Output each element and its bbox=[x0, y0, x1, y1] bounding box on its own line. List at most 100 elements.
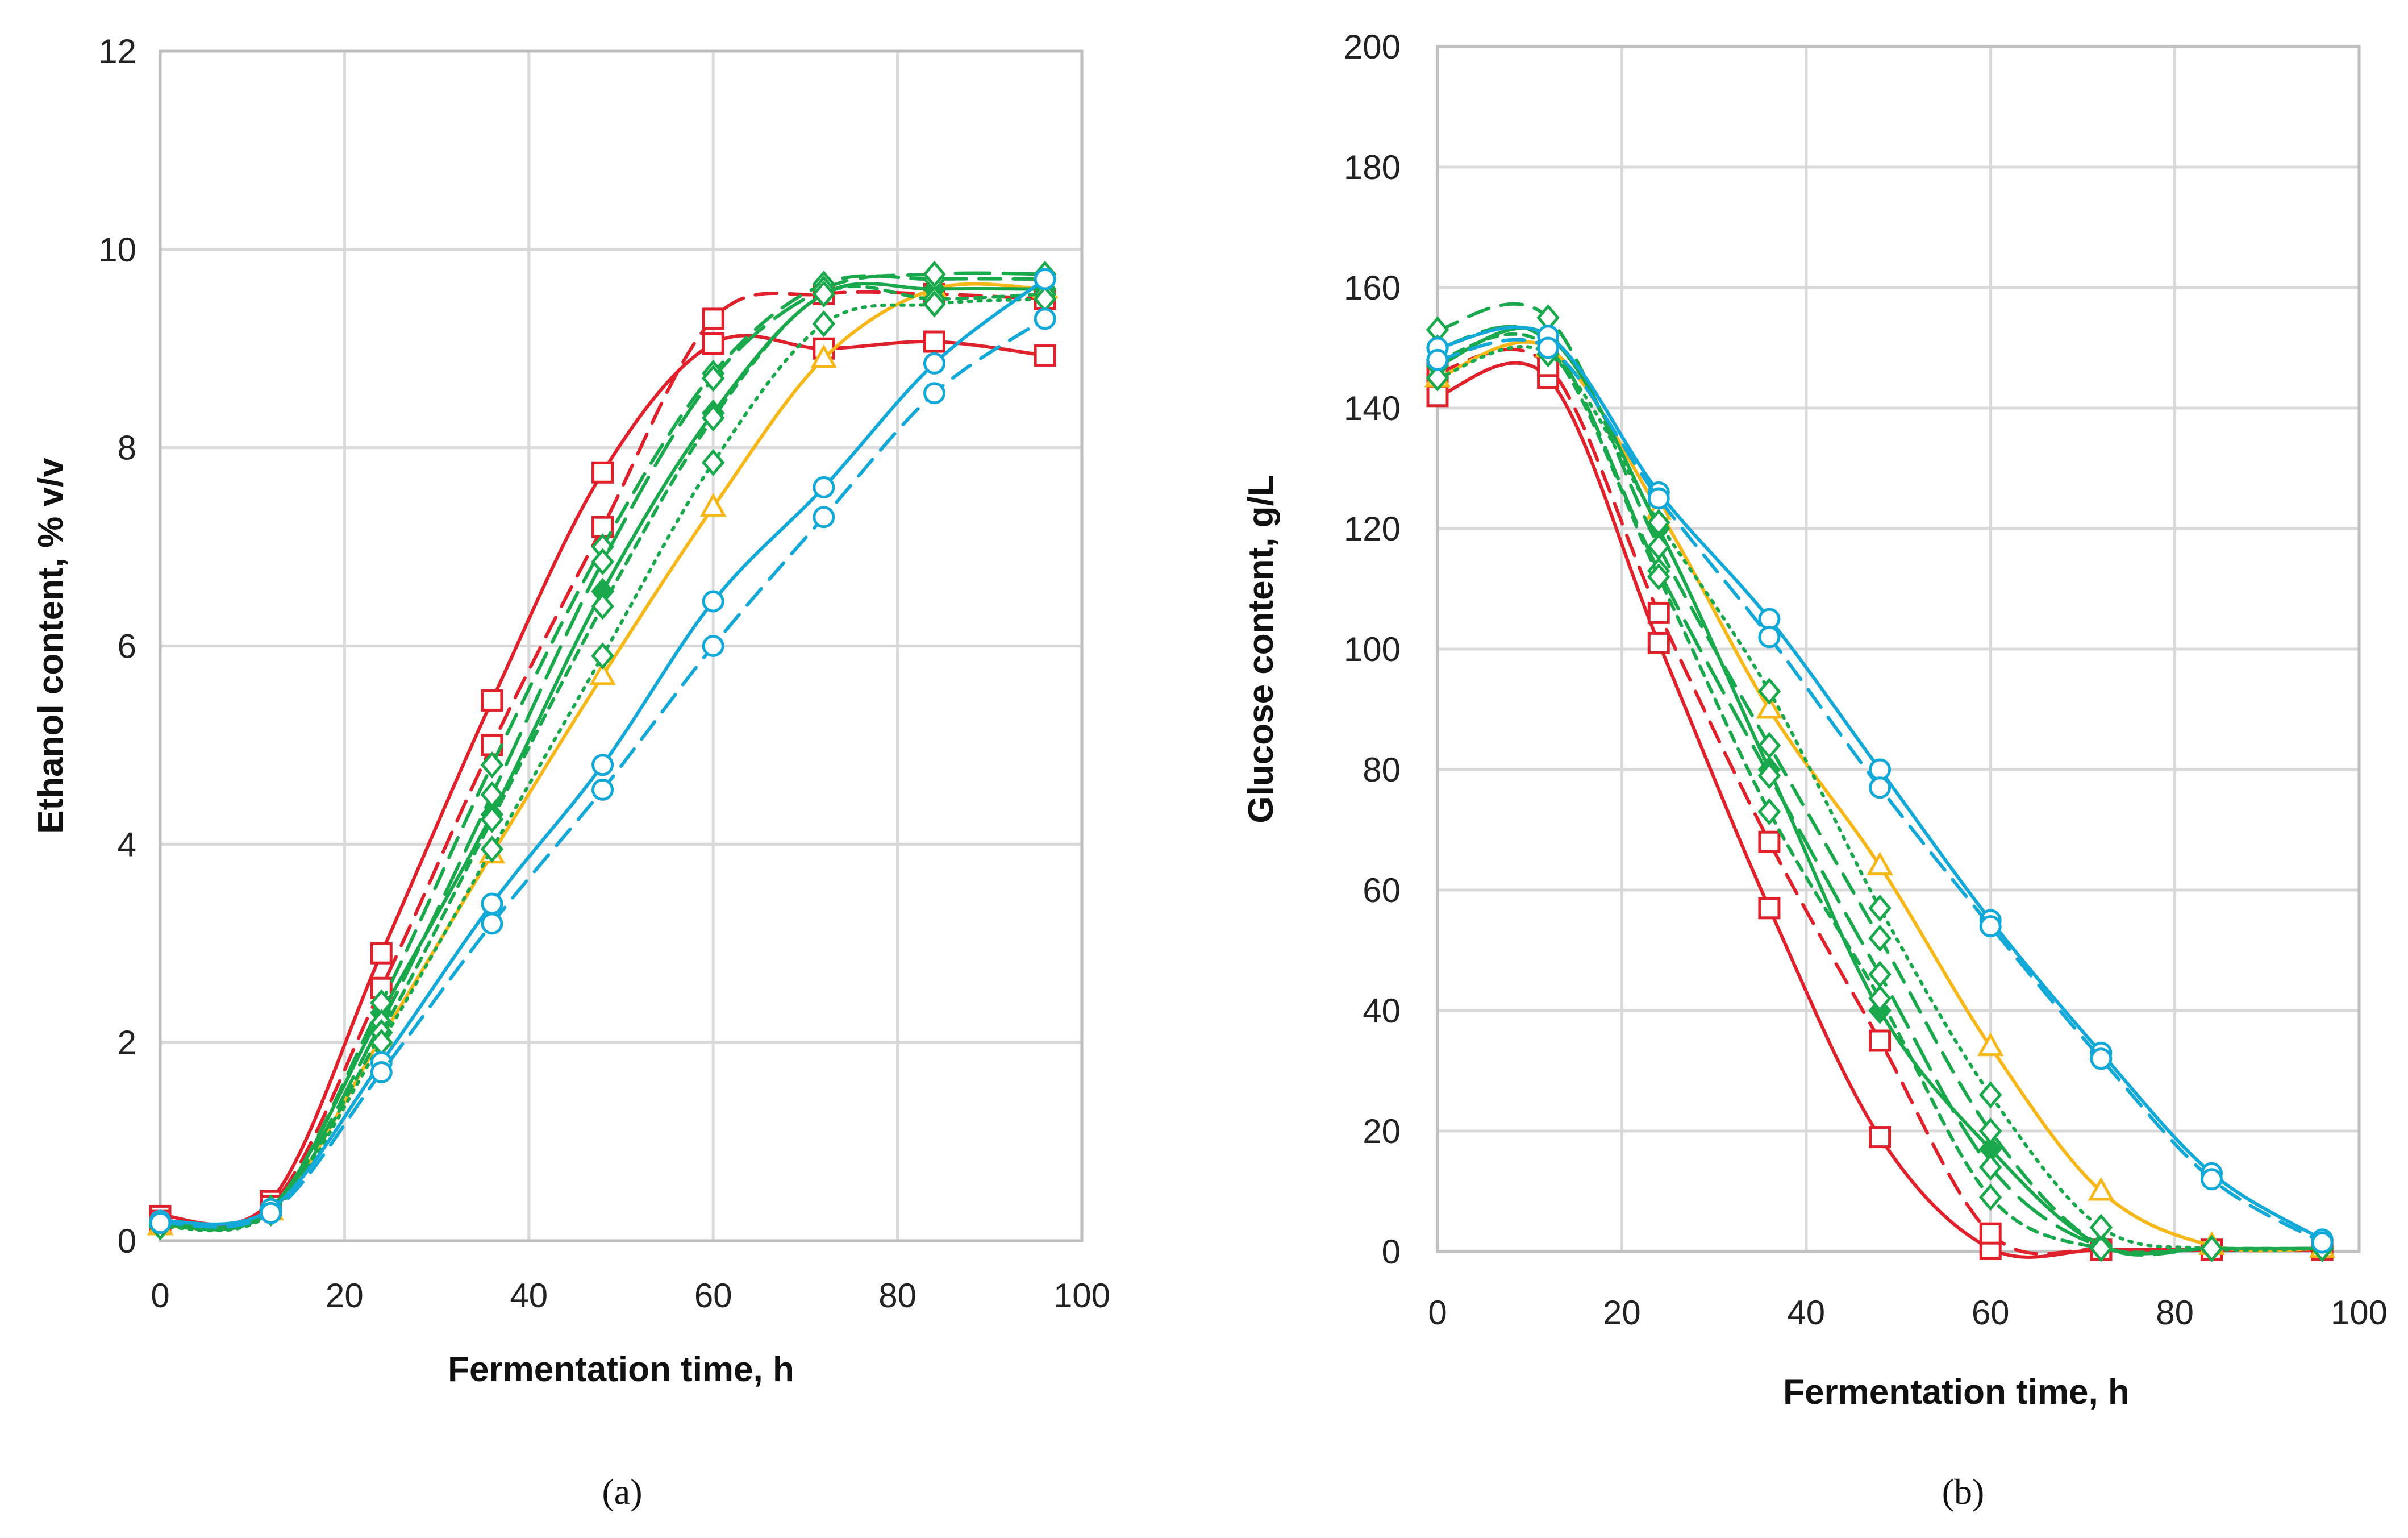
panel-b-series-line-green-dashed bbox=[1436, 302, 2324, 1257]
panel-b-data-point-red-solid bbox=[1647, 631, 1670, 654]
panel-b-y-tick-label: 0 bbox=[1382, 1233, 1401, 1271]
panel-b-data-point-green-dashed bbox=[1868, 924, 1892, 952]
panel-b-data-point-green-dotted bbox=[2200, 1234, 2223, 1262]
panel-a-data-point-orange-solid bbox=[589, 661, 616, 685]
panel-b-data-point-blue-dashed bbox=[1537, 336, 1560, 359]
panel-b-series-line-green-longdash bbox=[1436, 325, 2324, 1255]
panel-b-data-point-red-dashed bbox=[1758, 830, 1781, 853]
panel-b-x-tick-label: 0 bbox=[1428, 1294, 1447, 1332]
panel-a-y-tick-label: 4 bbox=[118, 825, 136, 863]
panel-a-data-point-blue-solid bbox=[702, 590, 724, 613]
panel-a-data-point-red-dashed bbox=[702, 307, 724, 330]
panel-b-data-point-green-dotted bbox=[2089, 1213, 2113, 1241]
panel-a-data-point-green-dotted bbox=[701, 448, 725, 476]
panel-b-y-tick-labels: 0 20 40 60 80 100 120 140 160 180 200 bbox=[1344, 28, 1401, 1271]
panel-b-data-point-blue-dashed bbox=[1647, 487, 1670, 510]
panel-b-data-point-green-dotted bbox=[1757, 677, 1781, 705]
panel-b-x-axis-title: Fermentation time, h bbox=[1783, 1373, 2130, 1412]
panel-b-x-tick-label: 60 bbox=[1972, 1294, 2010, 1332]
panel-a-series-line-red-solid bbox=[159, 334, 1047, 1227]
panel-b-series-line-green-dotted bbox=[1436, 345, 2324, 1252]
panel-a-y-tick-label: 0 bbox=[118, 1222, 136, 1260]
panel-b-x-tick-label: 20 bbox=[1603, 1294, 1641, 1332]
panel-a-data-point-green-shortdash bbox=[701, 404, 725, 432]
panel-a-data-point-blue-dashed bbox=[481, 912, 503, 935]
panel-a-data-point-green-longdash bbox=[591, 548, 614, 576]
panel-b-y-tick-label: 160 bbox=[1344, 269, 1401, 307]
panel-a-y-tick-label: 6 bbox=[118, 627, 136, 666]
panel-a-data-point-blue-dashed bbox=[260, 1202, 282, 1224]
panel-a-data-point-green-dashed bbox=[480, 751, 504, 779]
panel-a-series-line-green-longdash bbox=[159, 271, 1047, 1231]
panel-b-data-point-green-dashed bbox=[1978, 1117, 2002, 1145]
panel-b-y-tick-label: 100 bbox=[1344, 630, 1401, 668]
panel-b-data-point-green-dashed bbox=[1757, 731, 1781, 759]
panel-b-data-point-green-dotted bbox=[1978, 1081, 2002, 1109]
panel-a-y-tick-label: 12 bbox=[98, 32, 136, 70]
panel-a-data-point-orange-solid bbox=[699, 493, 727, 517]
panel-b-data-point-red-dashed bbox=[1647, 601, 1670, 624]
panel-a-plot-frame bbox=[159, 49, 1084, 1242]
panel-b-data-point-orange-solid bbox=[1867, 851, 1893, 876]
panel-a-data-point-blue-dashed bbox=[591, 778, 614, 801]
panel-a-y-tick-label: 8 bbox=[118, 429, 136, 467]
panel-a-data-point-green-dotted bbox=[480, 835, 504, 863]
panel-a-y-tick-label: 10 bbox=[98, 231, 136, 269]
panel-b-data-point-orange-solid bbox=[1756, 695, 1783, 719]
panel-b-data-point-blue-dashed bbox=[2090, 1047, 2113, 1070]
panel-b-data-point-orange-solid bbox=[2088, 1177, 2115, 1201]
panel-a-data-point-green-shortdash bbox=[812, 280, 836, 308]
panel-b-data-point-blue-dashed bbox=[1979, 915, 2002, 938]
panel-b-x-tick-label: 100 bbox=[2331, 1294, 2388, 1332]
panel-a-x-tick-label: 40 bbox=[510, 1277, 548, 1315]
panel-a-y-tick-labels: 0 2 4 6 8 10 12 bbox=[98, 32, 136, 1260]
panel-a-series-line-green-dotted bbox=[159, 297, 1047, 1233]
panel-b-data-point-green-shortdash bbox=[1647, 563, 1670, 591]
panel-b-data-point-green-dotted bbox=[1426, 364, 1449, 392]
panel-b-data-point-green-longdash bbox=[1757, 762, 1781, 789]
panel-a-data-point-blue-dashed bbox=[370, 1061, 393, 1083]
panel-b-plot-frame bbox=[1436, 45, 2361, 1253]
panel-b-y-tick-label: 200 bbox=[1344, 28, 1401, 66]
panel-b-glucose-chart: 0 20 40 60 80 100 120 140 160 180 200 0 20 40 60 80 100… bbox=[1242, 28, 2388, 1512]
panel-b-series bbox=[1424, 302, 2336, 1262]
panel-a-series bbox=[147, 260, 1059, 1241]
panel-a-data-point-blue-dashed bbox=[1034, 307, 1056, 330]
panel-a-data-point-green-dotted bbox=[923, 290, 946, 318]
panel-a-y-axis-title: Ethanol content, % v/v bbox=[31, 458, 70, 834]
panel-a-data-point-blue-solid bbox=[591, 754, 614, 776]
panel-a-x-axis-title: Fermentation time, h bbox=[448, 1350, 794, 1389]
panel-b-y-tick-label: 140 bbox=[1344, 389, 1401, 427]
panel-b-data-point-green-shortdash bbox=[2089, 1234, 2113, 1262]
panel-a-data-point-green-dotted bbox=[812, 310, 836, 338]
panel-a-data-point-blue-dashed bbox=[702, 635, 724, 657]
panel-a-data-point-red-solid bbox=[481, 689, 503, 712]
panel-b-data-point-red-dashed bbox=[1979, 1222, 2002, 1245]
panel-b-data-point-red-dashed bbox=[1869, 1029, 1892, 1052]
panel-a-data-point-blue-dashed bbox=[149, 1212, 172, 1234]
panel-b-x-tick-label: 40 bbox=[1787, 1294, 1825, 1332]
panel-b-x-tick-labels: 0 20 40 60 80 100 bbox=[1428, 1294, 2388, 1332]
panel-a-ethanol-chart: 0 2 4 6 8 10 12 0 20 40 60 80 100 Fermentation time… bbox=[31, 32, 1110, 1512]
panel-a-data-point-blue-solid bbox=[923, 352, 945, 375]
panel-a-data-point-red-solid bbox=[923, 330, 945, 353]
panel-a-data-point-blue-solid bbox=[481, 892, 503, 915]
panel-a-data-point-red-solid bbox=[702, 332, 724, 355]
panel-a-data-point-blue-dashed bbox=[923, 382, 945, 405]
panel-a-x-tick-labels: 0 20 40 60 80 100 bbox=[151, 1277, 1110, 1315]
panel-b-y-axis-title: Glucose content, g/L bbox=[1242, 475, 1281, 823]
panel-a-x-tick-label: 20 bbox=[326, 1277, 364, 1315]
panel-a-data-point-blue-dashed bbox=[813, 506, 835, 529]
panel-a-data-point-blue-solid bbox=[813, 476, 835, 498]
panel-a-data-point-red-solid bbox=[591, 461, 614, 484]
panel-b-y-tick-label: 180 bbox=[1344, 148, 1401, 186]
panel-b-data-point-blue-dashed bbox=[1758, 626, 1781, 649]
panel-a-x-tick-label: 100 bbox=[1053, 1277, 1110, 1315]
panel-a-data-point-green-longdash bbox=[701, 364, 725, 392]
panel-b-data-point-blue-dashed bbox=[2311, 1231, 2334, 1254]
panel-a-x-tick-label: 80 bbox=[878, 1277, 916, 1315]
panel-b-series-line-green-shortdash bbox=[1436, 332, 2324, 1254]
panel-b-data-point-green-shortdash bbox=[1757, 798, 1781, 826]
panel-a-data-point-blue-solid bbox=[1034, 268, 1056, 290]
panel-b-data-point-blue-dashed bbox=[2200, 1168, 2223, 1191]
